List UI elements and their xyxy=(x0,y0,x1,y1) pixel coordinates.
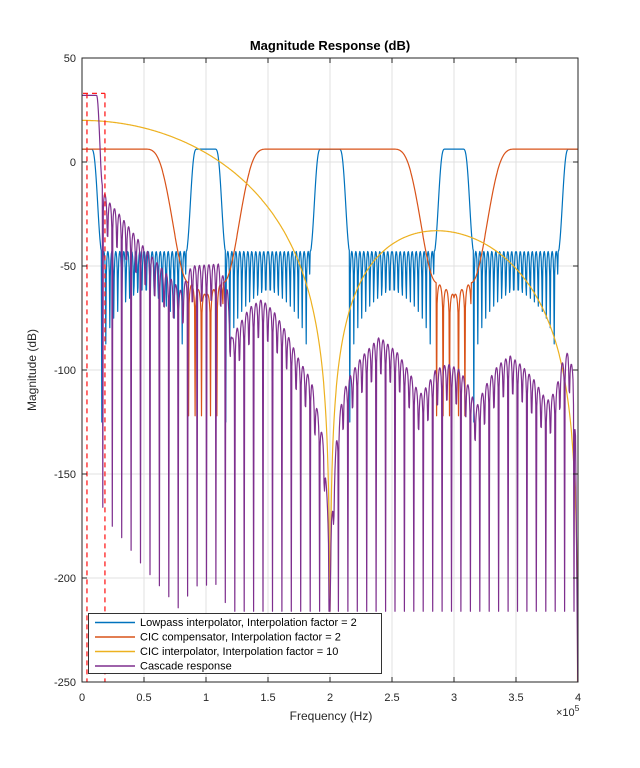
legend-label-cic-compensator: CIC compensator, Interpolation factor = … xyxy=(140,632,341,644)
x-tick-label: 0.5 xyxy=(136,692,151,704)
legend-label-cascade-response: Cascade response xyxy=(140,661,232,673)
x-tick-label: 1.5 xyxy=(260,692,275,704)
annotation-layer xyxy=(82,92,106,682)
axes-box xyxy=(81,57,579,683)
x-tick-label: 2.5 xyxy=(384,692,399,704)
y-tick-label: -100 xyxy=(54,365,76,377)
y-tick-label: -50 xyxy=(60,261,76,273)
exponent-power: 5 xyxy=(575,703,580,713)
x-tick-label: 0 xyxy=(79,692,85,704)
legend-label-lowpass-interpolator: Lowpass interpolator, Interpolation fact… xyxy=(140,617,357,629)
x-axis-exponent: ×105 xyxy=(556,703,580,719)
y-tick-label: -200 xyxy=(54,573,76,585)
curve-layer xyxy=(82,94,578,682)
x-tick-label: 4 xyxy=(575,692,581,704)
series-line-cascade-response xyxy=(82,94,578,682)
x-tick-label: 3.5 xyxy=(508,692,523,704)
plot-title: Magnitude Response (dB) xyxy=(250,38,410,53)
x-axis-label: Frequency (Hz) xyxy=(290,709,373,723)
x-tick-label: 3 xyxy=(451,692,457,704)
legend-entry: Lowpass interpolator, Interpolation fact… xyxy=(95,617,357,629)
x-tick-label: 1 xyxy=(203,692,209,704)
legend[interactable]: Lowpass interpolator, Interpolation fact… xyxy=(88,613,382,674)
series-line-cic-compensator-interpolation-factor-2 xyxy=(82,148,578,417)
y-tick-label: 0 xyxy=(70,157,76,169)
legend-box[interactable] xyxy=(88,613,382,674)
legend-entry: CIC interpolator, Interpolation factor =… xyxy=(95,646,338,658)
exponent-base: ×10 xyxy=(556,707,575,719)
legend-label-cic-interpolator: CIC interpolator, Interpolation factor =… xyxy=(140,646,338,658)
x-tick-label: 2 xyxy=(327,692,333,704)
legend-entry: CIC compensator, Interpolation factor = … xyxy=(95,632,341,644)
y-tick-label: -150 xyxy=(54,469,76,481)
axis-ticks xyxy=(81,57,579,683)
y-tick-label: 50 xyxy=(64,53,76,65)
legend-entry: Cascade response xyxy=(95,661,232,673)
y-tick-label: -250 xyxy=(54,677,76,689)
tick-labels: 0 0.5 1 1.5 2 2.5 3 3.5 4 50 0 -50 -100 -150 -200 -250 xyxy=(54,53,581,704)
y-axis-label: Magnitude (dB) xyxy=(25,329,39,411)
